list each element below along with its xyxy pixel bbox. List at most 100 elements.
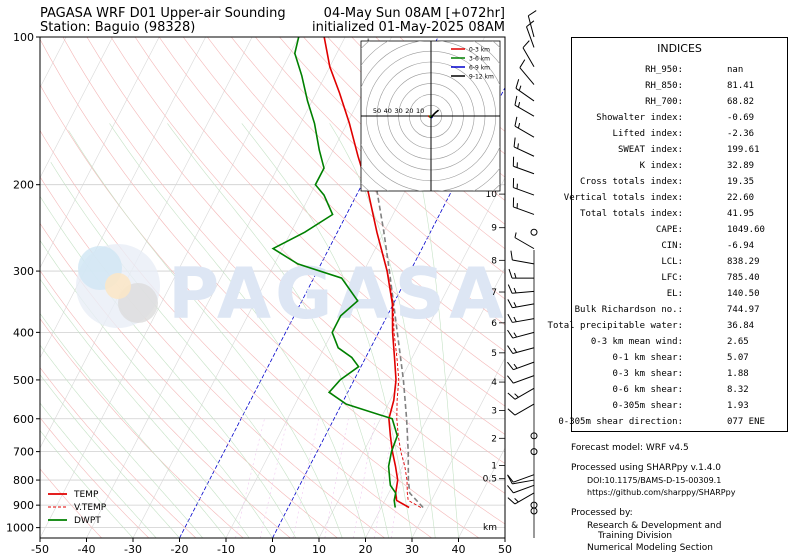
index-row: CAPE: 1049.60 bbox=[572, 222, 787, 238]
index-label: Lifted index: bbox=[612, 129, 683, 139]
index-label: CAPE: bbox=[655, 225, 683, 235]
indices-panel: INDICES RH_950: nan RH_850: 81.41 RH_700: 68.… bbox=[548, 37, 788, 432]
index-label: SWEAT index: bbox=[617, 145, 683, 155]
wind-barb bbox=[507, 313, 535, 323]
index-row: 0-305m shear direction: 077 ENE bbox=[558, 414, 787, 430]
hodograph-legend-label: 3-6 km bbox=[469, 56, 490, 63]
x-tick-label: -10 bbox=[217, 543, 235, 556]
github-link: https://github.com/sharppy/SHARPpy bbox=[587, 488, 736, 497]
vtemp-line bbox=[323, 37, 422, 508]
x-tick-label: 20 bbox=[359, 543, 373, 556]
index-label: Total precipitable water: bbox=[547, 321, 683, 331]
watermark-text: PAGASA bbox=[168, 253, 507, 335]
mixing-ratio-line bbox=[292, 418, 319, 538]
index-value: -6.94 bbox=[727, 241, 755, 251]
barb-flag bbox=[507, 497, 516, 505]
dry-adiabat bbox=[40, 38, 505, 525]
height-label: 0.5 bbox=[483, 475, 497, 485]
barb-shaft bbox=[513, 165, 535, 175]
barb-half-flag bbox=[518, 85, 522, 91]
dry-adiabat bbox=[207, 37, 505, 326]
hodograph-legend-label: 9-12 km bbox=[469, 74, 494, 81]
index-row: RH_950: nan bbox=[572, 62, 787, 78]
mixing-ratio-line bbox=[260, 418, 289, 538]
index-row: LFC: 785.40 bbox=[572, 270, 787, 286]
index-label: Showalter index: bbox=[596, 113, 683, 123]
barb-shaft bbox=[514, 104, 535, 117]
barb-half-flag bbox=[517, 143, 519, 149]
moist-adiabat bbox=[40, 344, 204, 538]
y-tick-label: 1000 bbox=[6, 522, 34, 535]
index-label: Vertical totals index: bbox=[563, 193, 683, 203]
isotherm bbox=[411, 357, 505, 538]
barb-flag bbox=[507, 408, 516, 416]
hodograph-ring-label: 10 bbox=[416, 107, 424, 115]
wind-barb bbox=[530, 501, 538, 509]
index-label: 0-3 km shear: bbox=[612, 369, 683, 379]
wind-barb bbox=[527, 10, 537, 38]
index-row: Vertical totals index: 22.60 bbox=[564, 190, 787, 206]
calm-circle bbox=[530, 501, 538, 509]
wind-barb bbox=[512, 178, 535, 196]
moist-adiabat bbox=[68, 130, 343, 538]
index-value: 077 ENE bbox=[727, 417, 765, 427]
barb-shaft bbox=[513, 474, 535, 483]
height-label: 7 bbox=[491, 288, 497, 298]
index-value: 1.93 bbox=[727, 401, 749, 411]
moist-adiabat bbox=[40, 195, 297, 538]
dry-adiabat bbox=[255, 37, 505, 274]
index-value: 838.29 bbox=[727, 257, 760, 267]
x-tick-label: 10 bbox=[312, 543, 326, 556]
barb-half-flag bbox=[513, 316, 517, 322]
x-tick-label: 40 bbox=[452, 543, 466, 556]
valid-time: 04-May Sun 08AM [+072hr] bbox=[323, 6, 505, 21]
y-tick-label: 300 bbox=[13, 265, 34, 278]
wind-barb bbox=[510, 250, 535, 265]
dry-adiabat bbox=[231, 37, 505, 300]
isotherm bbox=[318, 177, 505, 538]
wind-barb bbox=[508, 268, 534, 279]
barb-flag bbox=[528, 10, 537, 17]
y-tick-label: 600 bbox=[13, 413, 34, 426]
barb-flag bbox=[507, 375, 514, 384]
index-row: Total totals index: 41.95 bbox=[572, 206, 787, 222]
barb-half-flag bbox=[517, 101, 521, 108]
index-row: EL: 140.50 bbox=[572, 286, 787, 302]
barb-shaft bbox=[527, 15, 535, 38]
x-tick-label: -30 bbox=[124, 543, 142, 556]
index-row: 0-3 km mean wind: 2.65 bbox=[572, 334, 787, 350]
x-tick-label: -20 bbox=[171, 543, 189, 556]
barb-half-flag bbox=[517, 122, 521, 129]
index-row: Bulk Richardson no.: 744.97 bbox=[572, 302, 787, 318]
processed-using: Processed using SHARPpy v.1.4.0 bbox=[571, 463, 722, 473]
wind-barb bbox=[507, 375, 535, 384]
barb-shaft bbox=[522, 47, 535, 68]
index-value: 32.89 bbox=[727, 161, 755, 171]
mixing-ratio-line bbox=[374, 418, 396, 538]
station-label: Station: Baguio (98328) bbox=[40, 20, 196, 35]
legend-dwpt-label: DWPT bbox=[74, 516, 101, 526]
isotherm bbox=[40, 37, 299, 538]
barb-half-flag bbox=[514, 232, 517, 238]
y-tick-label: 800 bbox=[13, 474, 34, 487]
index-label: 0-305m shear: bbox=[612, 401, 683, 411]
wind-barb bbox=[514, 116, 535, 138]
x-tick-label: 0 bbox=[269, 543, 276, 556]
height-label: 5 bbox=[491, 349, 497, 359]
height-label: 10 bbox=[486, 190, 498, 200]
index-value: 41.95 bbox=[727, 209, 755, 219]
index-row: SWEAT index: 199.61 bbox=[572, 142, 787, 158]
init-time: initialized 01-May-2025 08AM bbox=[311, 20, 505, 35]
index-label: 0-6 km shear: bbox=[612, 385, 683, 395]
wind-barb bbox=[519, 59, 535, 85]
barb-shaft bbox=[513, 187, 535, 196]
barb-flag bbox=[507, 345, 514, 354]
y-tick-label: 200 bbox=[13, 179, 34, 192]
height-label: 3 bbox=[491, 407, 497, 417]
index-value: 785.40 bbox=[727, 273, 760, 283]
moist-adiabat bbox=[109, 123, 366, 538]
dry-adiabat bbox=[40, 417, 150, 538]
barb-shaft bbox=[513, 206, 535, 215]
barb-shaft bbox=[514, 387, 535, 400]
index-value: 1049.60 bbox=[727, 225, 765, 235]
